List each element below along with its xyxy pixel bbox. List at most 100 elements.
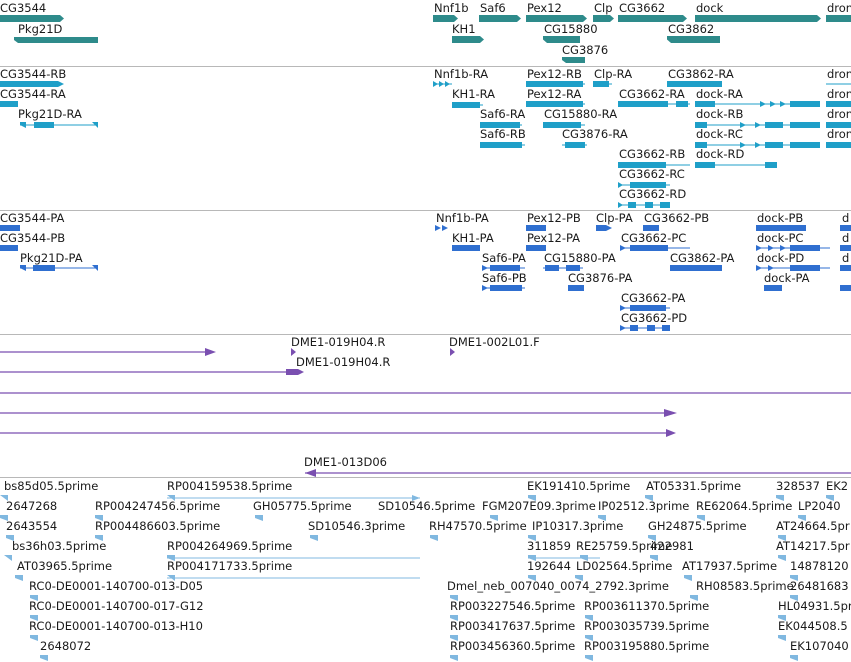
est-label[interactable]: 192644	[527, 559, 571, 573]
est-label[interactable]: 422981	[650, 539, 694, 553]
transcript-label[interactable]: dron	[827, 107, 851, 121]
est-label[interactable]: LD02564.5prime	[576, 559, 673, 573]
gene-label[interactable]: CG3544	[0, 1, 47, 15]
clone-label[interactable]: DME1-002L01.F	[449, 335, 540, 349]
protein-label[interactable]: KH1-PA	[452, 231, 494, 245]
est-label[interactable]: LP2040	[798, 499, 841, 513]
transcript-label[interactable]: CG3662-RB	[619, 147, 686, 161]
clone-label[interactable]: DME1-013D06	[304, 455, 387, 469]
clone-label[interactable]: DME1-019H04.R	[291, 335, 386, 349]
est-label[interactable]: HL04931.5pr	[778, 599, 851, 613]
est-label[interactable]: SD10546.3prime	[308, 519, 406, 533]
protein-label[interactable]: CG3544-PB	[0, 231, 66, 245]
gene-label[interactable]: Saf6	[480, 1, 506, 15]
transcript-label[interactable]: KH1-RA	[452, 87, 496, 101]
transcript-label[interactable]: Pex12-RA	[527, 87, 582, 101]
est-label[interactable]: 26481683	[790, 579, 849, 593]
gene-label[interactable]: Clp	[594, 1, 613, 15]
est-label[interactable]: IP02512.3prime	[598, 499, 690, 513]
transcript-label[interactable]: dron	[827, 127, 851, 141]
protein-label[interactable]: Saf6-PA	[482, 251, 526, 265]
est-label[interactable]: AT03965.5prime	[17, 559, 113, 573]
transcript-label[interactable]: dock-RA	[696, 87, 743, 101]
transcript-label[interactable]: dock-RB	[696, 107, 744, 121]
est-label[interactable]: SD10546.5prime	[378, 499, 476, 513]
protein-label[interactable]: CG3862-PA	[670, 251, 735, 265]
est-label[interactable]: RC0-DE0001-140700-013-D05	[29, 579, 204, 593]
gene-label[interactable]: CG3876	[562, 43, 609, 57]
protein-label[interactable]: CG3662-PD	[621, 311, 688, 325]
transcript-label[interactable]: dron	[827, 87, 851, 101]
protein-label[interactable]: Pex12-PA	[527, 231, 581, 245]
transcript-label[interactable]: CG3662-RD	[619, 187, 687, 201]
est-label[interactable]: EK2	[826, 479, 849, 493]
est-label[interactable]: RP003227546.5prime	[450, 599, 576, 613]
transcript-label[interactable]: CG15880-RA	[544, 107, 618, 121]
est-label[interactable]: bs85d05.5prime	[4, 479, 99, 493]
protein-label[interactable]: d	[842, 211, 850, 225]
protein-label[interactable]: dock-PB	[757, 211, 804, 225]
est-label[interactable]: EK191410.5prime	[527, 479, 631, 493]
est-label[interactable]: RP003611370.5prime	[584, 599, 710, 613]
transcript-label[interactable]: Clp-RA	[594, 67, 633, 81]
transcript-label[interactable]: Nnf1b-RA	[434, 67, 489, 81]
protein-label[interactable]: Pex12-PB	[527, 211, 581, 225]
est-label[interactable]: AT05331.5prime	[646, 479, 742, 493]
protein-label[interactable]: d	[842, 251, 850, 265]
est-label[interactable]: RE25759.5prime	[576, 539, 673, 553]
transcript-label[interactable]: Pkg21D-RA	[18, 107, 82, 121]
gene-label[interactable]: Nnf1b	[434, 1, 469, 15]
est-label[interactable]: RP004486603.5prime	[95, 519, 221, 533]
est-label[interactable]: RH47570.5prime	[429, 519, 527, 533]
gene-label[interactable]: CG15880	[544, 22, 598, 36]
transcript-label[interactable]: Saf6-RA	[480, 107, 526, 121]
transcript-label[interactable]: dock-RC	[696, 127, 743, 141]
protein-label[interactable]: Saf6-PB	[482, 271, 527, 285]
est-label[interactable]: 14878120	[790, 559, 849, 573]
est-label[interactable]: IP10317.3prime	[532, 519, 624, 533]
est-label[interactable]: RE62064.5prime	[696, 499, 793, 513]
est-label[interactable]: AT24664.5pr	[776, 519, 850, 533]
transcript-label[interactable]: CG3876-RA	[562, 127, 628, 141]
gene-label[interactable]: Pex12	[527, 1, 562, 15]
transcript-label[interactable]: dron	[827, 67, 851, 81]
est-label[interactable]: RP003417637.5prime	[450, 619, 576, 633]
protein-label[interactable]: CG3876-PA	[568, 271, 633, 285]
protein-label[interactable]: CG3662-PB	[644, 211, 710, 225]
gene-label[interactable]: CG3862	[668, 22, 715, 36]
transcript-label[interactable]: CG3544-RB	[0, 67, 67, 81]
est-label[interactable]: 2643554	[6, 519, 58, 533]
protein-label[interactable]: CG3662-PC	[621, 231, 687, 245]
transcript-label[interactable]: Pex12-RB	[527, 67, 582, 81]
protein-label[interactable]: CG3544-PA	[0, 211, 65, 225]
protein-label[interactable]: dock-PD	[757, 251, 805, 265]
est-label[interactable]: RP004159538.5prime	[167, 479, 293, 493]
protein-label[interactable]: dock-PA	[764, 271, 810, 285]
est-label[interactable]: RC0-DE0001-140700-017-G12	[29, 599, 204, 613]
est-label[interactable]: EK044508.5	[778, 619, 848, 633]
est-label[interactable]: bs36h03.5prime	[12, 539, 107, 553]
est-label[interactable]: FGM207E09.3prime	[482, 499, 596, 513]
protein-label[interactable]: dock-PC	[757, 231, 804, 245]
protein-label[interactable]: Clp-PA	[596, 211, 633, 225]
transcript-label[interactable]: CG3662-RA	[619, 87, 685, 101]
est-label[interactable]: RP003195880.5prime	[584, 639, 710, 653]
est-label[interactable]: RP004247456.5prime	[95, 499, 221, 513]
est-label[interactable]: RH08583.5prime	[696, 579, 794, 593]
clone-label[interactable]: DME1-019H04.R	[296, 355, 391, 369]
est-label[interactable]: 2647268	[6, 499, 58, 513]
gene-label[interactable]: dron	[827, 1, 851, 15]
transcript-label[interactable]: CG3862-RA	[668, 67, 734, 81]
est-label[interactable]: RP003035739.5prime	[584, 619, 710, 633]
est-label[interactable]: GH24875.5prime	[648, 519, 747, 533]
est-label[interactable]: 311859	[527, 539, 571, 553]
protein-label[interactable]: Nnf1b-PA	[436, 211, 489, 225]
protein-label[interactable]: CG3662-PA	[621, 291, 686, 305]
transcript-label[interactable]: Saf6-RB	[480, 127, 526, 141]
gene-label[interactable]: dock	[696, 1, 724, 15]
est-label[interactable]: RP004171733.5prime	[167, 559, 293, 573]
transcript-label[interactable]: CG3662-RC	[619, 167, 685, 181]
est-label[interactable]: Dmel_neb_007040_0074_2792.3prime	[447, 579, 669, 593]
est-label[interactable]: AT14217.5pr	[776, 539, 850, 553]
protein-label[interactable]: Pkg21D-PA	[20, 251, 83, 265]
